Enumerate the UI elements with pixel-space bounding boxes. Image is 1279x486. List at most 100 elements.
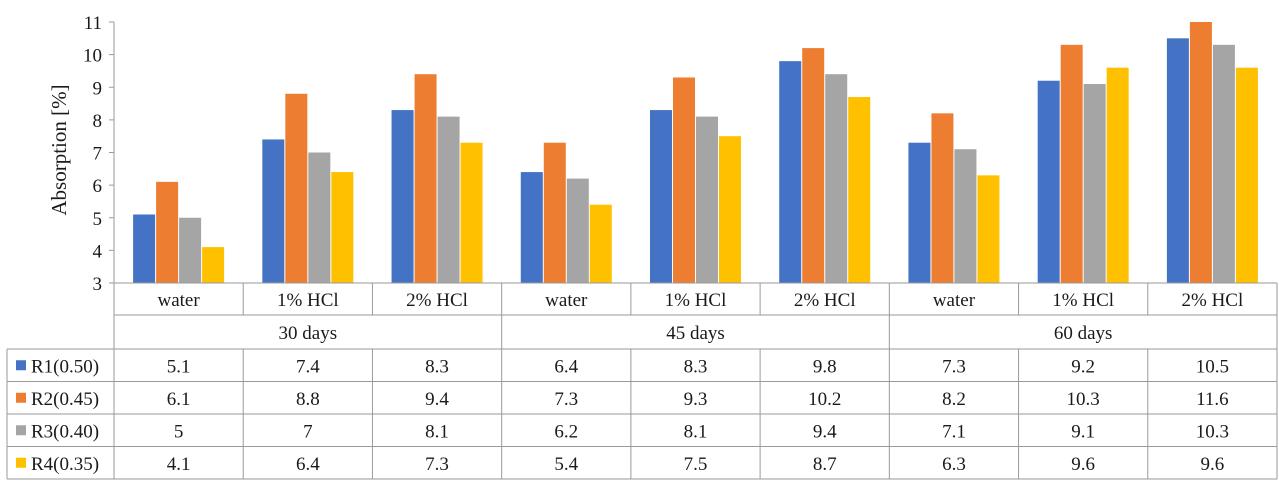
bar	[179, 218, 201, 283]
y-tick-label: 4	[93, 241, 103, 262]
y-tick-label: 11	[84, 13, 102, 34]
data-table-value: 8.8	[296, 389, 320, 410]
category-label: 1% HCl	[277, 290, 339, 311]
data-table-value: 10.5	[1196, 356, 1229, 377]
data-table-value: 7.1	[942, 421, 966, 442]
data-table-value: 11.6	[1196, 389, 1229, 410]
table-text: water 1% HCl 2% HCl water 1% HCl 2% HCl water 1…	[16, 290, 1243, 475]
data-table-value: 9.3	[684, 389, 708, 410]
data-table-value: 6.4	[296, 454, 320, 475]
category-label: 1% HCl	[665, 290, 727, 311]
data-table-value: 4.1	[167, 454, 191, 475]
bar	[590, 205, 612, 283]
bar	[1213, 45, 1235, 283]
bar	[544, 143, 566, 283]
bar	[285, 94, 307, 283]
bar	[133, 214, 155, 283]
data-table-value: 7.4	[296, 356, 320, 377]
category-label: 2% HCl	[794, 290, 856, 311]
bar	[156, 182, 178, 283]
data-table-value: 9.4	[813, 421, 837, 442]
y-tick-label: 3	[93, 274, 103, 295]
legend-swatch	[16, 458, 26, 468]
data-table-value: 10.3	[1196, 421, 1229, 442]
data-table-value: 8.2	[942, 389, 966, 410]
table-grid	[7, 283, 1277, 479]
data-table-value: 9.1	[1071, 421, 1095, 442]
legend-label: R1(0.50)	[31, 356, 99, 377]
bar	[1107, 68, 1129, 283]
y-tick-label: 6	[93, 176, 103, 197]
category-label: water	[158, 290, 201, 311]
bar	[202, 247, 224, 283]
bar	[1167, 38, 1189, 283]
y-tick-label: 10	[83, 46, 102, 67]
data-table-value: 7.3	[425, 454, 449, 475]
data-table-value: 9.8	[813, 356, 837, 377]
bar	[954, 149, 976, 283]
bar	[931, 113, 953, 283]
data-table-value: 8.1	[425, 421, 449, 442]
category-label: 1% HCl	[1052, 290, 1114, 311]
data-table-value: 6.2	[554, 421, 578, 442]
data-table-value: 6.1	[167, 389, 191, 410]
category-label: water	[545, 290, 588, 311]
data-table-value: 7.3	[554, 389, 578, 410]
data-table-value: 8.1	[684, 421, 708, 442]
bar	[461, 143, 483, 283]
bar	[673, 77, 695, 283]
bar	[567, 179, 589, 283]
y-tick-label: 9	[93, 78, 103, 99]
data-table-value: 8.3	[425, 356, 449, 377]
data-table-value: 5	[174, 421, 184, 442]
group-label: 45 days	[666, 323, 725, 344]
bar	[1084, 84, 1106, 283]
bar	[262, 139, 284, 283]
data-table-value: 10.3	[1067, 389, 1100, 410]
data-table-value: 5.4	[554, 454, 578, 475]
y-tick-label: 7	[93, 144, 103, 165]
bar	[908, 143, 930, 283]
bar	[1190, 20, 1212, 283]
legend-label: R4(0.35)	[31, 454, 99, 475]
data-table-value: 6.3	[942, 454, 966, 475]
bar	[696, 117, 718, 283]
bar	[392, 110, 414, 283]
data-table-value: 8.7	[813, 454, 837, 475]
bar	[521, 172, 543, 283]
data-table-value: 7.5	[684, 454, 708, 475]
y-axis-label: Absorption [%]	[47, 84, 71, 215]
data-table-value: 9.2	[1071, 356, 1095, 377]
y-tick-label: 5	[93, 209, 103, 230]
data-table-value: 9.4	[425, 389, 449, 410]
data-table-value: 7.3	[942, 356, 966, 377]
category-label: 2% HCl	[406, 290, 468, 311]
data-table-value: 10.2	[808, 389, 841, 410]
legend-label: R3(0.40)	[31, 421, 99, 442]
bar	[415, 74, 437, 283]
bar	[825, 74, 847, 283]
bar	[308, 153, 330, 284]
legend-swatch	[16, 360, 26, 370]
bar	[779, 61, 801, 283]
bar	[1236, 68, 1258, 283]
bar	[802, 48, 824, 283]
data-table-value: 8.3	[684, 356, 708, 377]
category-label: water	[933, 290, 976, 311]
bar	[331, 172, 353, 283]
bar	[1038, 81, 1060, 283]
y-axis: 3 4 5 6 7 8 9 10 11	[83, 13, 114, 295]
group-label: 60 days	[1054, 323, 1113, 344]
bar	[650, 110, 672, 283]
bars-layer	[133, 20, 1258, 283]
data-table-value: 7	[303, 421, 313, 442]
legend-swatch	[16, 425, 26, 435]
group-label: 30 days	[279, 323, 338, 344]
data-table-value: 6.4	[554, 356, 578, 377]
legend-label: R2(0.45)	[31, 389, 99, 410]
bar	[438, 117, 460, 283]
data-table-value: 9.6	[1071, 454, 1095, 475]
bar-group-container	[133, 20, 1258, 283]
data-table-value: 9.6	[1201, 454, 1225, 475]
